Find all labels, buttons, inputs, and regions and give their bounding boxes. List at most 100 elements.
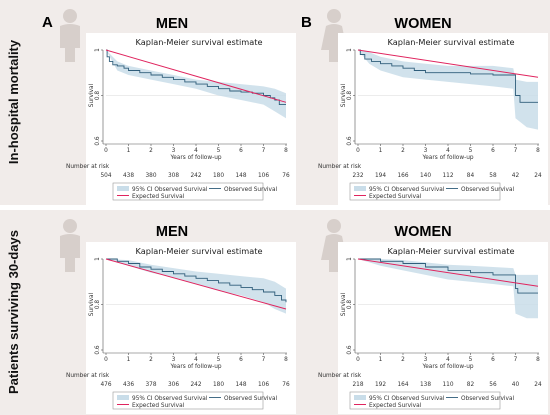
x-tick-label: 4 <box>446 357 450 363</box>
panel-header-men-top: MEN <box>156 16 188 32</box>
number-at-risk-label: Number at risk <box>66 164 110 170</box>
y-tick-label: 1 <box>347 48 353 52</box>
number-at-risk-value: 42 <box>512 173 520 179</box>
number-at-risk-value: 76 <box>282 173 290 179</box>
km-panel-3: Kaplan-Meier survival estimate 0.6 0.8 1 Sur… <box>318 242 548 414</box>
x-tick-label: 6 <box>491 357 495 363</box>
legend: 95% CI Observed Survival Observed Surviva… <box>349 182 514 201</box>
legend-expected-label: Expected Survival <box>132 403 185 409</box>
legend: 95% CI Observed Survival Observed Surviva… <box>349 391 514 410</box>
number-at-risk-value: 194 <box>375 173 386 179</box>
number-at-risk-value: 476 <box>100 382 111 388</box>
number-at-risk-value: 58 <box>489 173 497 179</box>
y-axis-title: Survival <box>341 292 347 316</box>
panel-frame <box>86 33 296 205</box>
number-at-risk-value: 138 <box>420 382 431 388</box>
number-at-risk-label: Number at risk <box>318 164 362 170</box>
x-tick-label: 5 <box>469 357 473 363</box>
x-tick-label: 1 <box>379 148 383 154</box>
number-at-risk-value: 110 <box>442 382 453 388</box>
panel-header-women-top: WOMEN <box>394 16 451 32</box>
y-tick-label: 1 <box>95 257 101 261</box>
x-axis-title: Years of follow-up <box>169 155 221 161</box>
legend-frame <box>112 391 264 410</box>
panel-header-women-bottom: WOMEN <box>394 224 451 240</box>
number-at-risk-value: 232 <box>352 173 363 179</box>
legend-expected-label: Expected Survival <box>369 194 422 200</box>
number-at-risk-value: 76 <box>282 382 290 388</box>
male-person-icon <box>60 9 80 62</box>
chart-title: Kaplan-Meier survival estimate <box>388 246 515 256</box>
number-at-risk-value: 166 <box>397 173 408 179</box>
number-at-risk-value: 56 <box>489 382 497 388</box>
legend-ci-swatch <box>117 395 129 400</box>
x-tick-label: 6 <box>239 148 243 154</box>
x-tick-label: 4 <box>194 357 198 363</box>
expected-survival-line <box>357 258 539 287</box>
x-tick-label: 5 <box>217 357 221 363</box>
x-tick-label: 0 <box>104 148 108 154</box>
x-tick-label: 4 <box>194 148 198 154</box>
number-at-risk-value: 24 <box>534 173 542 179</box>
y-axis-title: Survival <box>341 83 347 107</box>
x-tick-label: 1 <box>379 357 383 363</box>
legend-observed-label: Observed Survival <box>461 187 514 193</box>
number-at-risk-value: 140 <box>420 173 431 179</box>
x-axis-title: Years of follow-up <box>421 364 473 370</box>
x-axis-title: Years of follow-up <box>169 364 221 370</box>
x-tick-label: 2 <box>149 357 153 363</box>
number-at-risk-value: 106 <box>258 173 269 179</box>
km-panel-0: Kaplan-Meier survival estimate 0.6 0.8 1 Sur… <box>66 33 296 205</box>
legend-ci-swatch <box>354 395 366 400</box>
x-tick-label: 3 <box>172 148 176 154</box>
x-tick-label: 2 <box>149 148 153 154</box>
x-tick-label: 8 <box>284 357 288 363</box>
number-at-risk-value: 242 <box>190 382 201 388</box>
number-at-risk-value: 148 <box>235 173 246 179</box>
number-at-risk-label: Number at risk <box>66 373 110 379</box>
x-axis-title: Years of follow-up <box>421 155 473 161</box>
number-at-risk-value: 308 <box>168 173 179 179</box>
legend-expected-label: Expected Survival <box>369 403 422 409</box>
legend: 95% CI Observed Survival Observed Surviva… <box>112 391 277 410</box>
x-tick-label: 7 <box>262 357 266 363</box>
x-tick-label: 3 <box>424 148 428 154</box>
number-at-risk-label: Number at risk <box>318 373 362 379</box>
legend-observed-label: Observed Survival <box>461 396 514 402</box>
legend-ci-label: 95% CI Observed Survival <box>132 396 208 402</box>
y-tick-label: 0.6 <box>347 345 353 355</box>
x-tick-label: 4 <box>446 148 450 154</box>
x-tick-label: 3 <box>172 357 176 363</box>
number-at-risk-value: 148 <box>235 382 246 388</box>
number-at-risk-value: 504 <box>100 173 111 179</box>
x-tick-label: 6 <box>491 148 495 154</box>
x-tick-label: 3 <box>424 357 428 363</box>
y-tick-label: 1 <box>347 257 353 261</box>
x-tick-label: 8 <box>536 148 540 154</box>
number-at-risk-value: 436 <box>123 382 134 388</box>
legend-frame <box>112 182 264 201</box>
number-at-risk-value: 192 <box>375 382 386 388</box>
panel-letter-b: B <box>301 14 312 31</box>
y-axis-title: Survival <box>89 83 95 107</box>
number-at-risk-value: 180 <box>213 173 224 179</box>
x-tick-label: 8 <box>536 357 540 363</box>
panel-header-men-bottom: MEN <box>156 224 188 240</box>
chart-title: Kaplan-Meier survival estimate <box>136 37 263 47</box>
number-at-risk-value: 106 <box>258 382 269 388</box>
number-at-risk-value: 242 <box>190 173 201 179</box>
legend-frame <box>349 182 501 201</box>
y-tick-label: 0.6 <box>95 345 101 355</box>
ci-band <box>358 50 538 130</box>
y-axis-title: Survival <box>89 292 95 316</box>
male-person-icon <box>60 219 80 272</box>
observed-survival-line <box>106 49 286 106</box>
y-tick-label: 0.8 <box>95 300 101 310</box>
x-tick-label: 0 <box>104 357 108 363</box>
x-tick-label: 7 <box>262 148 266 154</box>
number-at-risk-value: 180 <box>213 382 224 388</box>
legend: 95% CI Observed Survival Observed Surviva… <box>112 182 277 201</box>
x-tick-label: 2 <box>401 357 405 363</box>
x-tick-label: 5 <box>469 148 473 154</box>
